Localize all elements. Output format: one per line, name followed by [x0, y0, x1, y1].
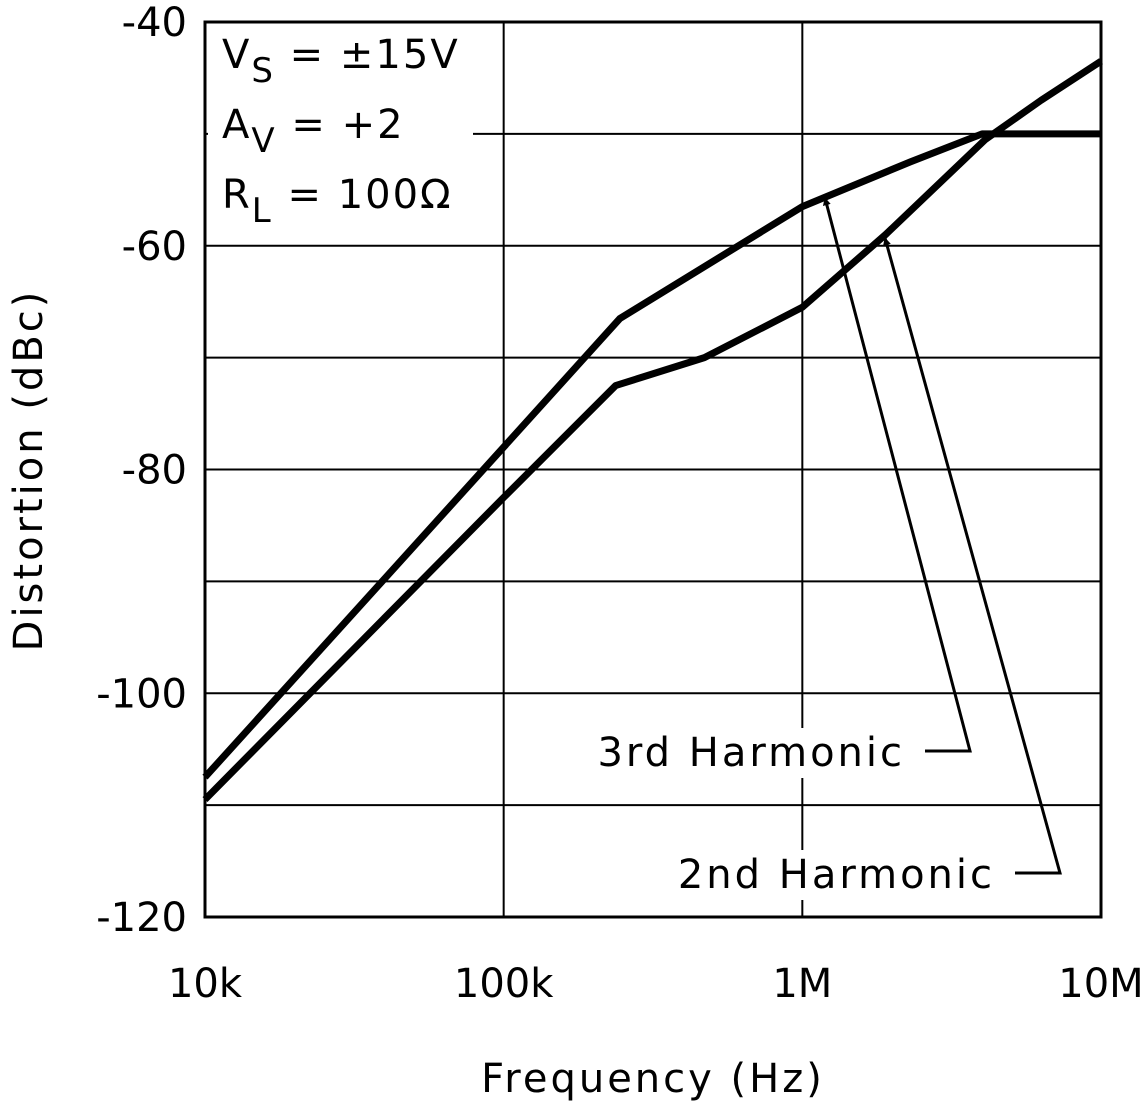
annotation: RL = 100Ω — [222, 172, 453, 231]
leader-arrow — [822, 197, 972, 753]
annotation-symbol: A — [222, 102, 251, 148]
annotation-symbol: R — [222, 172, 252, 218]
label-bg — [575, 728, 905, 778]
series-line — [202, 130, 1101, 780]
y-tick-label: -100 — [96, 671, 187, 717]
label-bg — [665, 850, 995, 900]
leader-arrow — [883, 237, 1062, 875]
y-tick-label: -80 — [122, 448, 187, 494]
annotation: VS = ±15V — [222, 32, 460, 91]
annotation-subscript: V — [251, 121, 276, 161]
annotation: AV = +2 — [222, 102, 405, 161]
x-tick-label: 1M — [772, 961, 832, 1007]
series-line — [202, 58, 1103, 802]
annotation-symbol: V — [222, 32, 251, 78]
annotation-subscript: S — [251, 51, 275, 91]
annotation-text: = 100Ω — [273, 172, 453, 218]
y-tick-label: -60 — [122, 224, 187, 270]
x-tick-label: 10M — [1058, 961, 1141, 1007]
x-tick-label: 100k — [454, 961, 554, 1007]
annotation-text: = ±15V — [275, 32, 460, 78]
y-tick-label: -40 — [122, 0, 187, 46]
series-label: 2nd Harmonic — [678, 852, 995, 898]
annotation-bg — [208, 25, 473, 237]
annotation-subscript: L — [252, 191, 273, 231]
series-label: 3rd Harmonic — [597, 730, 905, 776]
y-axis-label: Distortion (dBc) — [6, 289, 52, 652]
plot-border — [203, 20, 1103, 919]
y-tick-label: -120 — [96, 895, 187, 941]
x-axis-label: Frequency (Hz) — [481, 1056, 825, 1102]
x-tick-label: 10k — [168, 961, 243, 1007]
annotation-text: = +2 — [277, 102, 405, 148]
